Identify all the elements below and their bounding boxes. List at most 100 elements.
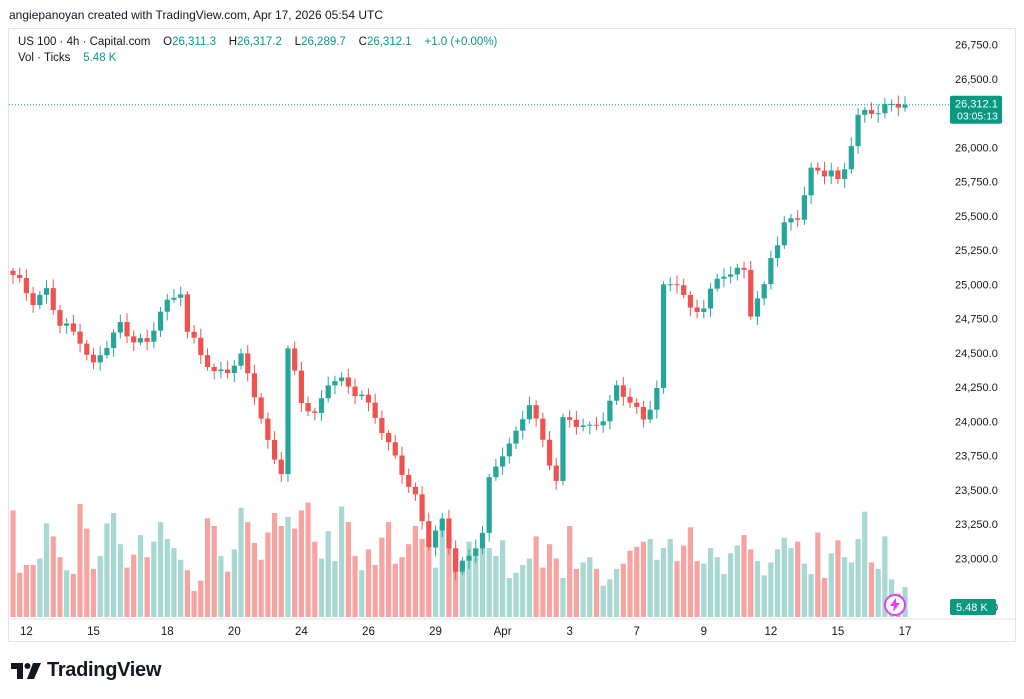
candle-body[interactable] — [30, 293, 36, 306]
candle-body[interactable] — [614, 385, 620, 401]
tradingview-logo[interactable]: TradingView — [11, 659, 161, 682]
candle-body[interactable] — [97, 355, 103, 363]
candle-body[interactable] — [211, 367, 217, 372]
candle-body[interactable] — [432, 530, 439, 548]
candle-body[interactable] — [479, 532, 486, 549]
candle-body[interactable] — [694, 307, 700, 312]
volume-tag[interactable] — [950, 599, 996, 615]
candle-body[interactable] — [674, 284, 680, 286]
candle-body[interactable] — [882, 104, 888, 114]
candle-body[interactable] — [191, 331, 197, 338]
candle-body[interactable] — [412, 486, 419, 495]
candle-body[interactable] — [426, 521, 432, 548]
candle-body[interactable] — [379, 417, 385, 434]
candle-body[interactable] — [895, 103, 901, 108]
candle-body[interactable] — [687, 294, 693, 308]
candle-body[interactable] — [137, 338, 144, 343]
candle-body[interactable] — [285, 348, 291, 475]
legend-volume-label[interactable]: Vol · Ticks — [18, 52, 71, 64]
candle-body[interactable] — [768, 258, 774, 285]
candle-body[interactable] — [714, 278, 720, 289]
candle-body[interactable] — [111, 332, 117, 349]
candle-body[interactable] — [459, 560, 465, 572]
candle-body[interactable] — [728, 274, 734, 277]
candle-body[interactable] — [526, 405, 533, 420]
candle-body[interactable] — [372, 402, 378, 418]
candle-body[interactable] — [748, 269, 754, 317]
candle-body[interactable] — [50, 288, 56, 311]
candle-body[interactable] — [70, 323, 76, 332]
candle-body[interactable] — [902, 104, 908, 108]
candle-body[interactable] — [325, 385, 331, 399]
candle-body[interactable] — [707, 288, 714, 309]
candle-body[interactable] — [271, 439, 278, 460]
candle-body[interactable] — [520, 419, 526, 431]
candle-body[interactable] — [862, 109, 868, 115]
candle-body[interactable] — [486, 477, 492, 533]
candle-body[interactable] — [23, 278, 30, 294]
candle-body[interactable] — [627, 396, 633, 403]
candle-body[interactable] — [218, 369, 224, 372]
last-price-tag[interactable] — [950, 95, 1002, 124]
candle-body[interactable] — [868, 109, 875, 115]
candle-body[interactable] — [573, 419, 579, 427]
candle-body[interactable] — [84, 343, 90, 355]
candle-body[interactable] — [815, 167, 821, 171]
candle-body[interactable] — [298, 370, 304, 404]
candle-body[interactable] — [57, 310, 63, 326]
candle-body[interactable] — [761, 284, 767, 299]
candle-body[interactable] — [774, 245, 781, 259]
candle-body[interactable] — [312, 411, 318, 413]
candle-body[interactable] — [278, 459, 284, 475]
candle-body[interactable] — [124, 322, 130, 337]
candle-body[interactable] — [37, 294, 43, 306]
candle-body[interactable] — [332, 381, 338, 386]
candle-body[interactable] — [808, 167, 814, 196]
candle-body[interactable] — [701, 308, 707, 312]
candle-body[interactable] — [258, 397, 264, 419]
candle-body[interactable] — [513, 430, 519, 444]
candlestick-chart[interactable]: 23,000.0 23,250.0 23,500.0 23,750.0 24,000.0… — [9, 29, 1015, 641]
candle-body[interactable] — [567, 417, 573, 420]
candle-body[interactable] — [345, 377, 351, 387]
candle-body[interactable] — [593, 424, 600, 426]
candle-body[interactable] — [385, 433, 392, 443]
candle-body[interactable] — [184, 294, 190, 332]
legend-symbol[interactable]: US 100 · 4h · Capital.com — [18, 36, 151, 48]
candle-body[interactable] — [265, 418, 271, 440]
candle-body[interactable] — [620, 385, 626, 397]
candle-body[interactable] — [754, 298, 761, 317]
candle-body[interactable] — [600, 421, 606, 426]
candle-body[interactable] — [292, 348, 298, 371]
candle-body[interactable] — [681, 285, 687, 295]
candle-body[interactable] — [245, 353, 251, 374]
candle-body[interactable] — [848, 146, 854, 170]
candle-body[interactable] — [157, 311, 164, 331]
candle-body[interactable] — [231, 365, 237, 374]
candle-body[interactable] — [352, 386, 358, 397]
candle-body[interactable] — [17, 274, 23, 279]
candle-body[interactable] — [788, 218, 794, 223]
candle-body[interactable] — [660, 284, 667, 388]
candle-body[interactable] — [406, 474, 412, 487]
candle-body[interactable] — [821, 170, 828, 177]
candle-body[interactable] — [741, 267, 747, 270]
candle-body[interactable] — [781, 222, 787, 246]
candle-body[interactable] — [721, 276, 727, 279]
candle-body[interactable] — [842, 169, 848, 180]
candle-body[interactable] — [546, 439, 553, 466]
candle-body[interactable] — [43, 288, 50, 295]
candle-body[interactable] — [131, 336, 137, 343]
candle-body[interactable] — [835, 170, 841, 180]
candle-body[interactable] — [104, 348, 110, 356]
candle-body[interactable] — [654, 387, 660, 410]
candle-body[interactable] — [151, 330, 157, 342]
candle-body[interactable] — [171, 297, 177, 300]
candle-body[interactable] — [734, 267, 740, 275]
candle-body[interactable] — [607, 400, 613, 422]
candle-body[interactable] — [493, 466, 499, 478]
candle-body[interactable] — [540, 418, 546, 440]
candle-body[interactable] — [178, 294, 184, 298]
candle-body[interactable] — [251, 373, 258, 398]
candle-body[interactable] — [560, 417, 566, 481]
